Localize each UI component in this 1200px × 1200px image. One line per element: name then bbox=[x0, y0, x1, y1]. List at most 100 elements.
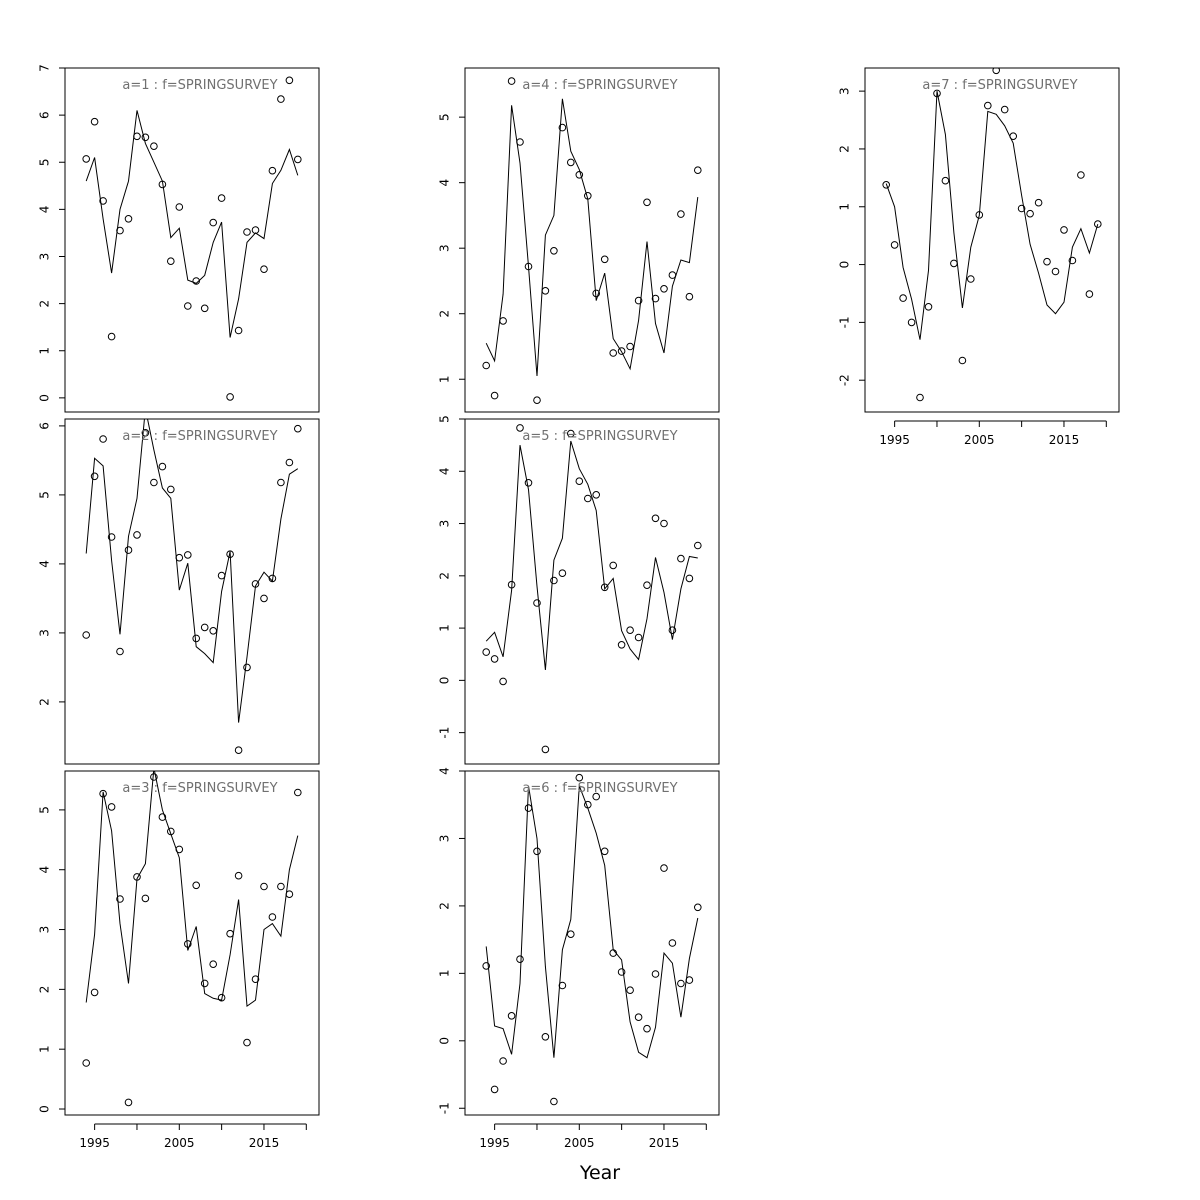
observed-point bbox=[694, 166, 702, 174]
y-tick-label: 3 bbox=[438, 244, 452, 252]
observed-point bbox=[107, 803, 116, 811]
observed-point bbox=[694, 541, 702, 550]
observed-point bbox=[651, 514, 660, 523]
observed-point bbox=[524, 262, 533, 271]
observed-point bbox=[967, 275, 975, 283]
observed-point bbox=[643, 198, 651, 207]
observed-point bbox=[167, 827, 175, 836]
observed-point bbox=[90, 472, 99, 481]
observed-point bbox=[294, 155, 302, 164]
observed-point bbox=[133, 132, 141, 141]
observed-point bbox=[651, 294, 660, 303]
observed-point bbox=[609, 949, 618, 957]
panel-marks bbox=[482, 773, 702, 1106]
y-tick-label: 2 bbox=[38, 986, 52, 994]
observed-point bbox=[1034, 198, 1043, 207]
y-tick-label: 2 bbox=[838, 145, 852, 153]
observed-point bbox=[234, 746, 243, 755]
observed-point bbox=[141, 429, 150, 437]
y-tick-label: -1 bbox=[438, 1102, 452, 1114]
panel-title: a=7 : f=SPRINGSURVEY bbox=[922, 78, 1077, 93]
y-tick-label: -1 bbox=[838, 316, 852, 328]
observed-point bbox=[916, 393, 924, 402]
panel-title: a=6 : f=SPRINGSURVEY bbox=[522, 781, 677, 796]
observed-point bbox=[600, 847, 609, 856]
observed-point bbox=[82, 1059, 90, 1067]
observed-point bbox=[217, 571, 226, 580]
observed-point bbox=[516, 955, 524, 964]
fitted-line bbox=[885, 91, 1099, 340]
y-tick-label: -1 bbox=[438, 727, 452, 739]
observed-point bbox=[200, 623, 209, 632]
y-tick-label: 4 bbox=[38, 206, 52, 214]
y-tick-label: 5 bbox=[438, 415, 452, 423]
y-tick-label: -2 bbox=[838, 374, 852, 386]
observed-point bbox=[184, 551, 192, 559]
fitted-line bbox=[85, 110, 299, 338]
observed-point bbox=[660, 519, 668, 528]
observed-point bbox=[507, 580, 516, 589]
observed-point bbox=[958, 356, 967, 365]
observed-point bbox=[158, 813, 167, 821]
panel-frame bbox=[64, 418, 320, 765]
observed-point bbox=[685, 574, 694, 583]
panel-frame bbox=[464, 770, 720, 1116]
observed-point bbox=[158, 462, 167, 471]
observed-point bbox=[499, 317, 507, 325]
observed-point bbox=[584, 192, 592, 200]
observed-point bbox=[550, 247, 558, 255]
observed-point bbox=[482, 361, 491, 370]
observed-point bbox=[626, 342, 634, 351]
panel-title: a=5 : f=SPRINGSURVEY bbox=[522, 429, 677, 444]
y-tick-label: 2 bbox=[438, 902, 452, 910]
observed-point bbox=[533, 599, 541, 607]
panels-group: 0 1 2 3 4 5 6 7 a=1 : f=SPRINGSURVEY 2 3 4 5 6 a=2 : f… bbox=[38, 64, 1120, 1150]
x-tick-label: 1995 bbox=[79, 1136, 110, 1150]
panel-5: -1 0 1 2 3 4 5 a=5 : f=SPRINGSURVEY bbox=[438, 415, 720, 765]
x-tick-label: 2005 bbox=[164, 1136, 195, 1150]
y-tick-label: 5 bbox=[38, 806, 52, 814]
panel-4: 1 2 3 4 5 a=4 : f=SPRINGSURVEY bbox=[438, 67, 720, 413]
observed-point bbox=[268, 574, 277, 583]
observed-point bbox=[507, 77, 516, 85]
panel-frame bbox=[464, 418, 720, 765]
observed-point bbox=[643, 581, 651, 590]
observed-point bbox=[167, 257, 175, 266]
observed-point bbox=[626, 626, 634, 635]
panel-2: 2 3 4 5 6 a=2 : f=SPRINGSURVEY bbox=[38, 418, 320, 765]
observed-point bbox=[243, 1038, 251, 1047]
observed-point bbox=[251, 226, 260, 234]
observed-point bbox=[975, 211, 984, 219]
y-tick-label: 0 bbox=[838, 261, 852, 269]
y-tick-label: 1 bbox=[38, 347, 52, 355]
y-tick-label: 5 bbox=[438, 113, 452, 121]
observed-point bbox=[490, 1085, 499, 1094]
y-tick-label: 3 bbox=[438, 835, 452, 843]
observed-point bbox=[558, 981, 567, 990]
observed-point bbox=[217, 993, 226, 1002]
x-tick-label: 2005 bbox=[564, 1136, 595, 1150]
observed-point bbox=[107, 533, 116, 541]
panel-3: 0 1 2 3 4 5 1995 2005 2015 a=3 : f=SPRINGSURVEY bbox=[38, 770, 320, 1150]
observed-point bbox=[924, 303, 933, 311]
x-tick-label: 1995 bbox=[479, 1136, 510, 1150]
observed-point bbox=[541, 1033, 550, 1041]
y-tick-label: 0 bbox=[438, 677, 452, 685]
y-tick-label: 1 bbox=[38, 1045, 52, 1053]
observed-point bbox=[558, 123, 567, 132]
observed-point bbox=[651, 970, 660, 978]
observed-point bbox=[899, 294, 907, 302]
observed-point bbox=[660, 864, 668, 872]
observed-point bbox=[685, 292, 694, 301]
observed-point bbox=[285, 890, 294, 899]
observed-point bbox=[200, 304, 209, 313]
observed-point bbox=[1068, 256, 1077, 265]
observed-point bbox=[660, 285, 668, 293]
observed-point bbox=[209, 627, 217, 635]
y-tick-label: 0 bbox=[38, 1105, 52, 1113]
observed-point bbox=[600, 583, 609, 592]
observed-point bbox=[685, 976, 694, 984]
panel-marks bbox=[82, 419, 302, 755]
y-tick-label: 4 bbox=[38, 560, 52, 568]
observed-point bbox=[133, 873, 141, 881]
